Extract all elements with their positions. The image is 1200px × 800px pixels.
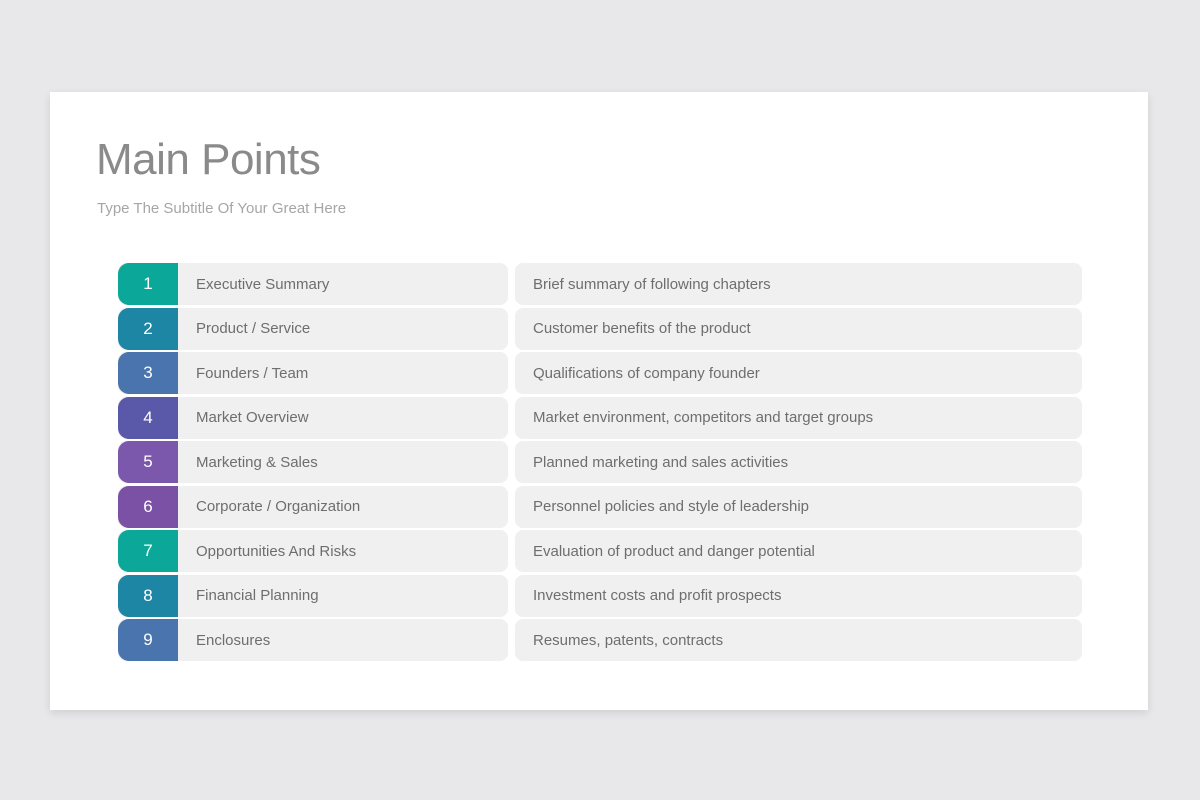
number-badge: 4	[118, 396, 178, 439]
main-point-row-5: 5 Marketing & Sales Planned marketing an…	[118, 441, 1082, 483]
slide-subtitle: Type The Subtitle Of Your Great Here	[97, 200, 347, 217]
number-badge: 6	[118, 485, 178, 528]
main-point-row-9: 9 Enclosures Resumes, patents, contracts	[118, 619, 1082, 661]
point-description: Investment costs and profit prospects	[533, 587, 782, 604]
point-description-pill: Personnel policies and style of leadersh…	[515, 485, 1082, 528]
point-title: Executive Summary	[196, 275, 330, 293]
point-title: Founders / Team	[196, 364, 309, 382]
point-title-pill: 7 Opportunities And Risks	[118, 530, 508, 572]
point-title-pill: 2 Product / Service	[118, 307, 508, 350]
point-description-pill: Planned marketing and sales activities	[515, 441, 1082, 483]
number-badge: 3	[118, 352, 178, 394]
point-description-pill: Brief summary of following chapters	[515, 263, 1082, 305]
point-title: Opportunities And Risks	[196, 542, 357, 560]
point-title-pill: 8 Financial Planning	[118, 574, 508, 617]
point-title-pill: 6 Corporate / Organization	[118, 485, 508, 528]
point-description-pill: Resumes, patents, contracts	[515, 619, 1082, 661]
point-title-pill: 3 Founders / Team	[118, 352, 508, 394]
point-title-pill: 5 Marketing & Sales	[118, 441, 508, 483]
point-description: Customer benefits of the product	[533, 320, 751, 337]
slide-title: Main Points	[96, 135, 321, 184]
point-title-pill: 1 Executive Summary	[118, 263, 508, 305]
number-badge: 2	[118, 307, 178, 350]
number-badge: 7	[118, 530, 178, 572]
number-badge: 8	[118, 574, 178, 617]
point-title: Market Overview	[196, 409, 309, 426]
point-description-pill: Qualifications of company founder	[515, 352, 1082, 394]
main-point-row-2: 2 Product / Service Customer benefits of…	[118, 307, 1082, 350]
point-description-pill: Customer benefits of the product	[515, 307, 1082, 350]
main-point-row-1: 1 Executive Summary Brief summary of fol…	[118, 263, 1082, 305]
point-description: Evaluation of product and danger potenti…	[533, 542, 815, 560]
slide-card: Main Points Type The Subtitle Of Your Gr…	[50, 92, 1148, 710]
number-badge: 1	[118, 263, 178, 305]
main-point-row-6: 6 Corporate / Organization Personnel pol…	[118, 485, 1082, 528]
point-description: Brief summary of following chapters	[533, 275, 771, 293]
number-badge: 5	[118, 441, 178, 483]
point-title: Enclosures	[196, 631, 271, 649]
point-description: Market environment, competitors and targ…	[533, 409, 874, 426]
main-point-row-8: 8 Financial Planning Investment costs an…	[118, 574, 1082, 617]
point-title: Marketing & Sales	[196, 453, 318, 471]
main-point-row-3: 3 Founders / Team Qualifications of comp…	[118, 352, 1082, 394]
number-badge: 9	[118, 619, 178, 661]
point-title-pill: 9 Enclosures	[118, 619, 508, 661]
main-point-row-7: 7 Opportunities And Risks Evaluation of …	[118, 530, 1082, 572]
point-description-pill: Investment costs and profit prospects	[515, 574, 1082, 617]
point-title: Financial Planning	[196, 587, 319, 604]
point-description: Qualifications of company founder	[533, 364, 760, 382]
point-description: Resumes, patents, contracts	[533, 631, 724, 649]
point-title: Corporate / Organization	[196, 498, 361, 515]
main-point-row-4: 4 Market Overview Market environment, co…	[118, 396, 1082, 439]
point-title: Product / Service	[196, 320, 311, 337]
point-description-pill: Evaluation of product and danger potenti…	[515, 530, 1082, 572]
point-description: Personnel policies and style of leadersh…	[533, 498, 809, 515]
main-points-list: 1 Executive Summary Brief summary of fol…	[118, 263, 1082, 664]
point-description-pill: Market environment, competitors and targ…	[515, 396, 1082, 439]
point-title-pill: 4 Market Overview	[118, 396, 508, 439]
point-description: Planned marketing and sales activities	[533, 453, 789, 471]
